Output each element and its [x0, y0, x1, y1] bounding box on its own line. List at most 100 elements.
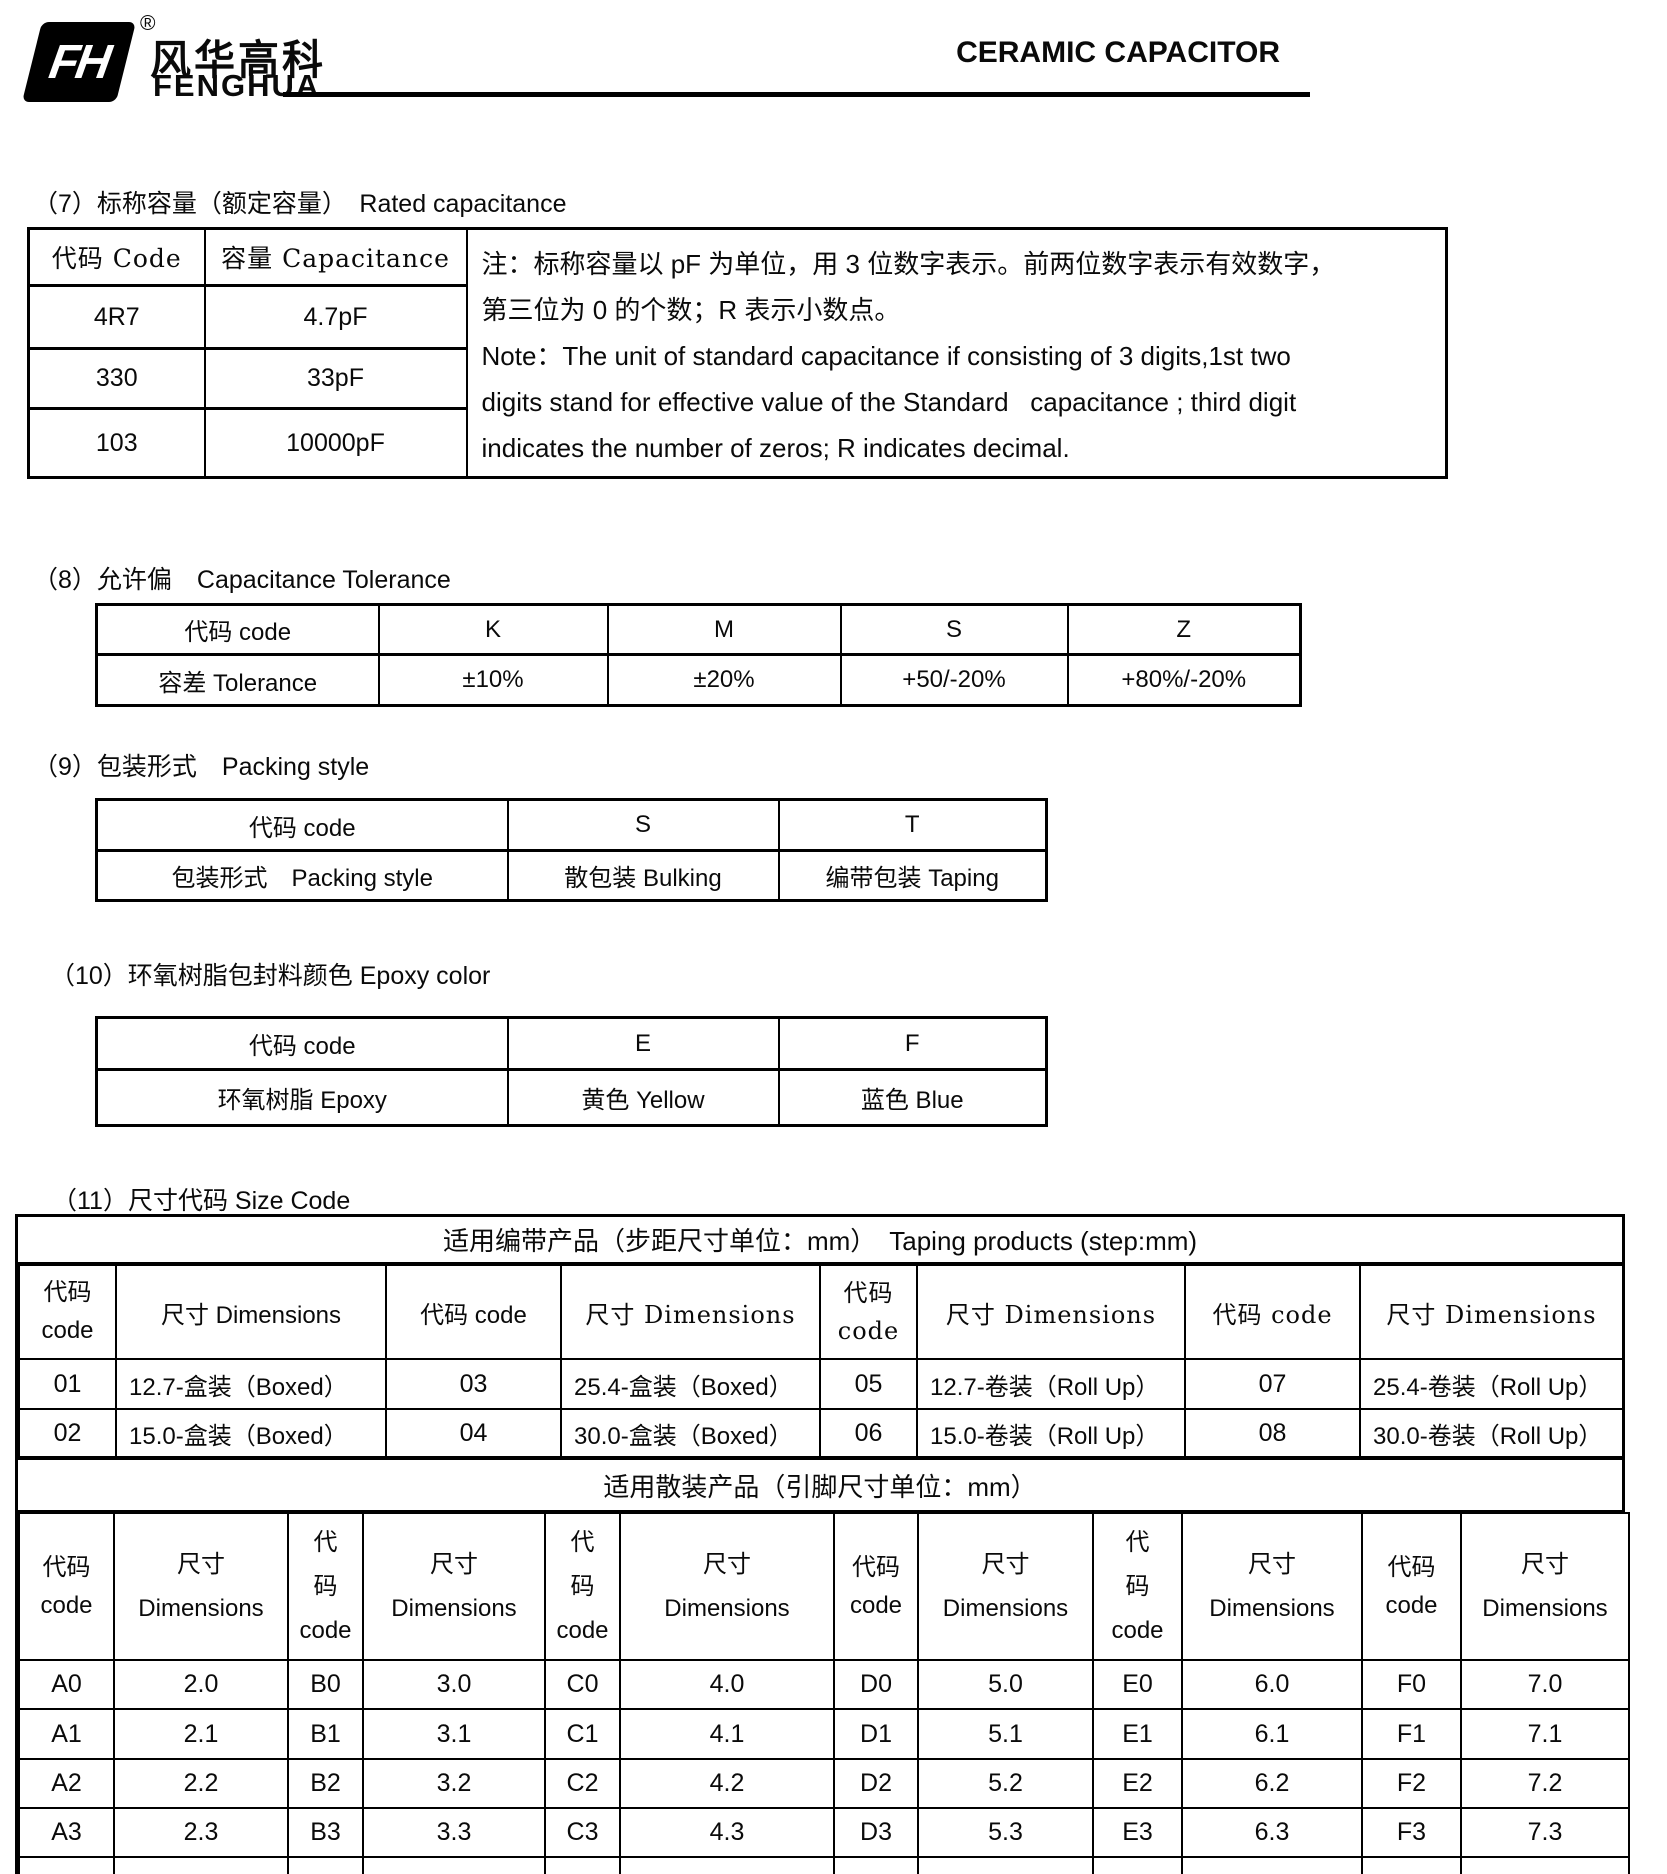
- section-title-tolerance: （8）允许偏 Capacitance Tolerance: [33, 566, 451, 594]
- taping-dim-header: 尺寸 Dimensions: [115, 1264, 387, 1360]
- packing-style-bulking: 散包装 Bulking: [506, 849, 780, 902]
- code-cell: 103: [27, 407, 206, 479]
- fenghua-logo-icon: FH: [22, 22, 136, 102]
- size-code-cell: C1: [544, 1708, 621, 1760]
- empty-cell: [113, 1856, 289, 1874]
- tolerance-value-header: 容差 Tolerance: [95, 653, 380, 707]
- epoxy-yellow: 黄色 Yellow: [506, 1068, 780, 1127]
- size-dim-cell: 6.1: [1181, 1708, 1363, 1760]
- size-dim-cell: 25.4-卷装（Roll Up）: [1359, 1358, 1624, 1410]
- taping-code-header: 代码 code: [18, 1264, 117, 1360]
- size-dim-cell: 3.2: [362, 1758, 546, 1809]
- header-line: 代码: [1387, 1553, 1436, 1581]
- size-dim-cell: 30.0-卷装（Roll Up）: [1359, 1408, 1624, 1458]
- header-line: code: [1385, 1591, 1438, 1619]
- epoxy-code-F: F: [777, 1016, 1048, 1071]
- size-code-cell: B2: [287, 1758, 364, 1809]
- size-dim-cell: 4.2: [619, 1758, 835, 1809]
- header-line: Dimensions: [664, 1594, 790, 1622]
- size-dim-cell: 7.1: [1460, 1708, 1630, 1760]
- bulk-code-header: 代 码 code: [287, 1512, 364, 1661]
- size-dim-cell: 5.2: [917, 1758, 1094, 1809]
- capacitance-cell: 4.7pF: [203, 284, 468, 350]
- capacitance-cell: 33pF: [203, 347, 468, 410]
- size-dim-cell: 2.2: [113, 1758, 289, 1809]
- section-title-packing: （9）包装形式 Packing style: [33, 753, 370, 781]
- empty-cell: [1460, 1856, 1630, 1874]
- size-dim-cell: 3.0: [362, 1659, 546, 1710]
- header-line: code: [849, 1591, 903, 1619]
- size-code-cell: A1: [18, 1708, 115, 1760]
- header-line: 代: [1125, 1528, 1150, 1556]
- size-code-table: 适用编带产品（步距尺寸单位：mm） Taping products (step:…: [15, 1214, 1630, 1874]
- size-dim-cell: 5.1: [917, 1708, 1094, 1760]
- size-code-cell: 05: [819, 1358, 918, 1410]
- note-line: Note：The unit of standard capacitance if…: [481, 341, 1291, 371]
- size-dim-cell: 2.3: [113, 1807, 289, 1858]
- tolerance-code-M: M: [606, 603, 842, 656]
- taping-dim-header: 尺寸 Dimensions: [916, 1264, 1186, 1360]
- size-dim-cell: 25.4-盒装（Boxed）: [560, 1358, 821, 1410]
- size-code-cell: A2: [18, 1758, 115, 1809]
- note-line: 注：标称容量以 pF 为单位，用 3 位数字表示。前两位数字表示有效数字，: [481, 249, 1336, 279]
- size-code-cell: C3: [544, 1807, 621, 1858]
- section-title-epoxy: （10）环氧树脂包封料颜色 Epoxy color: [50, 962, 491, 990]
- size-dim-cell: 3.1: [362, 1708, 546, 1760]
- size-code-cell: D1: [833, 1708, 919, 1760]
- code-cell: 4R7: [27, 284, 206, 350]
- header-line: 尺寸: [981, 1550, 1030, 1578]
- header-line: code: [556, 1616, 609, 1644]
- capacitance-cell: 10000pF: [203, 407, 468, 479]
- size-code-cell: E2: [1092, 1758, 1183, 1809]
- taping-code-header: 代码 code: [385, 1264, 562, 1360]
- size-code-cell: F1: [1361, 1708, 1462, 1760]
- header-line: 代码: [843, 1279, 894, 1307]
- bulk-dim-header: 尺寸 Dimensions: [1460, 1512, 1630, 1661]
- size-code-cell: C2: [544, 1758, 621, 1809]
- size-code-cell: E3: [1092, 1807, 1183, 1858]
- header-line: code: [40, 1591, 93, 1619]
- tolerance-code-header: 代码 code: [95, 603, 380, 656]
- size-code-cell: E0: [1092, 1659, 1183, 1710]
- header-line: 代: [313, 1528, 338, 1556]
- size-dim-cell: 30.0-盒装（Boxed）: [560, 1408, 821, 1458]
- packing-code-S: S: [506, 798, 780, 852]
- packing-style-header: 包装形式 Packing style: [95, 849, 509, 902]
- tolerance-value: ±10%: [377, 653, 609, 707]
- rated-capacitance-table: 代码 Code 容量 Capacitance 注：标称容量以 pF 为单位，用 …: [27, 227, 1448, 479]
- packing-table: 代码 code S T 包装形式 Packing style 散包装 Bulki…: [95, 798, 1048, 902]
- bulk-code-header: 代码 code: [833, 1512, 919, 1661]
- size-code-cell: D2: [833, 1758, 919, 1809]
- brand-name-en: FENGHUA: [153, 68, 321, 103]
- size-code-cell: B0: [287, 1659, 364, 1710]
- header-line: 代码: [852, 1553, 900, 1581]
- tolerance-value: +50/-20%: [839, 653, 1069, 707]
- empty-cell: [833, 1856, 919, 1874]
- tolerance-code-S: S: [839, 603, 1069, 656]
- header-line: Dimensions: [942, 1594, 1069, 1622]
- header-line: Dimensions: [1209, 1594, 1335, 1622]
- taping-dim-header: 尺寸 Dimensions: [1359, 1264, 1624, 1360]
- size-code-cell: 04: [385, 1408, 562, 1458]
- packing-code-header: 代码 code: [95, 798, 509, 852]
- size-code-cell: D0: [833, 1659, 919, 1710]
- empty-cell: [1092, 1856, 1183, 1874]
- header-line: 码: [313, 1572, 338, 1600]
- header-line: 尺寸: [1248, 1550, 1296, 1578]
- size-code-cell: 01: [18, 1358, 117, 1410]
- bulk-dim-header: 尺寸 Dimensions: [362, 1512, 546, 1661]
- bulk-code-header: 代 码 code: [1092, 1512, 1183, 1661]
- size-dim-cell: 7.3: [1460, 1807, 1630, 1858]
- size-dim-cell: 12.7-卷装（Roll Up）: [916, 1358, 1186, 1410]
- header-line: 尺寸: [1521, 1550, 1569, 1578]
- size-code-cell: F2: [1361, 1758, 1462, 1809]
- section-title-size-code: （11）尺寸代码 Size Code: [52, 1187, 351, 1215]
- size-code-cell: A3: [18, 1807, 115, 1858]
- bulk-dim-header: 尺寸 Dimensions: [1181, 1512, 1363, 1661]
- tolerance-value: +80%/-20%: [1066, 653, 1302, 707]
- header-line: 代码: [42, 1553, 91, 1581]
- tolerance-code-K: K: [377, 603, 609, 656]
- size-dim-cell: 15.0-卷装（Roll Up）: [916, 1408, 1186, 1458]
- taping-code-header: 代码 code: [1184, 1264, 1361, 1360]
- header-line: code: [837, 1317, 900, 1345]
